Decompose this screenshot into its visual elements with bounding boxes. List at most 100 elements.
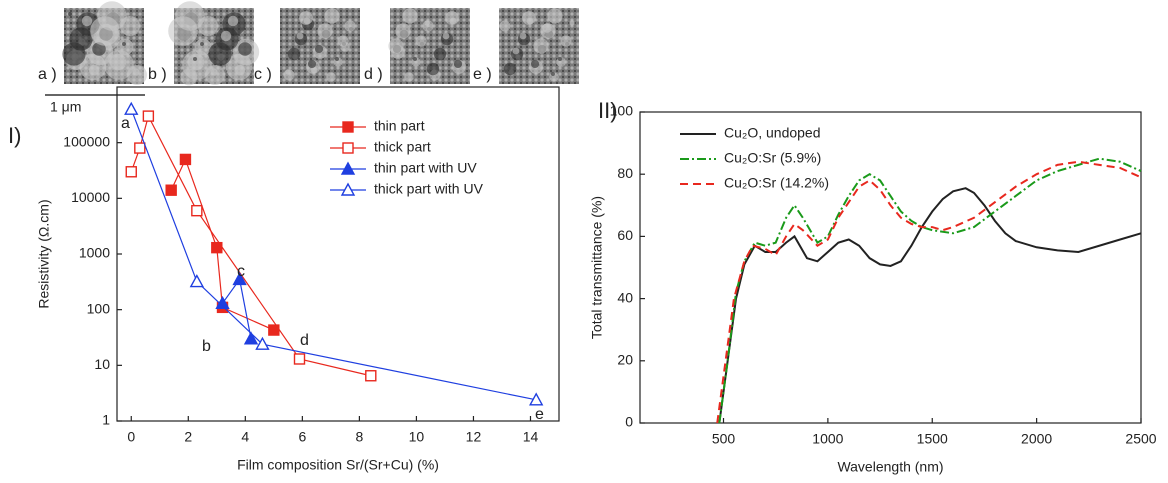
image-label: e )	[473, 66, 492, 83]
series-line	[719, 188, 1141, 423]
x-tick-label: 2500	[1125, 431, 1156, 447]
series-line	[131, 109, 536, 400]
y-tick-label: 60	[617, 227, 633, 243]
sem-texture	[120, 16, 140, 36]
x-tick-label: 10	[409, 429, 425, 445]
sem-texture	[338, 36, 349, 47]
sem-texture	[424, 20, 429, 25]
point-annotation: a	[121, 115, 130, 132]
y-tick-label: 10000	[71, 189, 110, 205]
sem-texture	[569, 20, 574, 25]
data-point	[135, 143, 145, 153]
sem-texture	[90, 16, 120, 46]
legend-label: Cu₂O, undoped	[724, 125, 821, 141]
legend-label: thick part	[374, 139, 431, 155]
data-point	[366, 371, 376, 381]
point-annotation: b	[202, 338, 211, 355]
legend-marker	[343, 143, 353, 153]
point-annotation: c	[237, 263, 245, 280]
sem-texture	[395, 23, 410, 38]
sem-texture	[168, 16, 198, 46]
y-tick-label: 10	[94, 356, 110, 372]
y-tick-label: 1	[102, 412, 110, 428]
data-point	[166, 185, 176, 195]
sem-texture	[434, 48, 446, 60]
sem-texture	[533, 38, 548, 53]
x-tick-label: 0	[127, 429, 135, 445]
image-label: d )	[364, 66, 383, 83]
sem-texture	[221, 31, 231, 41]
data-point	[143, 111, 153, 121]
sem-texture	[68, 12, 72, 16]
sem-texture	[345, 21, 356, 32]
x-axis-label: Film composition Sr/(Sr+Cu) (%)	[237, 457, 439, 473]
sem-texture	[317, 23, 332, 38]
image-label: a )	[38, 66, 57, 83]
sem-texture	[326, 72, 336, 82]
x-tick-label: 12	[466, 429, 482, 445]
sem-texture	[500, 21, 511, 32]
sem-texture	[132, 68, 139, 75]
y-tick-label: 1000	[79, 245, 110, 261]
data-point	[191, 276, 203, 287]
y-tick-label: 80	[617, 165, 633, 181]
legend-label: thin part	[374, 118, 425, 134]
sem-texture	[402, 8, 417, 23]
sem-texture	[285, 69, 290, 74]
sem-texture	[561, 36, 572, 47]
sem-texture	[558, 57, 562, 61]
sem-texture	[427, 63, 439, 75]
sem-texture	[122, 42, 126, 46]
legend-label: Cu₂O:Sr (14.2%)	[724, 175, 829, 191]
sem-texture	[308, 60, 316, 68]
plot-frame	[117, 87, 559, 421]
sem-texture	[315, 45, 323, 53]
sem-texture	[542, 23, 552, 33]
legend-marker	[343, 122, 353, 132]
point-annotation: e	[535, 406, 544, 423]
sem-texture	[193, 57, 197, 61]
sem-texture	[110, 54, 127, 71]
sem-texture	[522, 11, 536, 25]
x-tick-label: 6	[298, 429, 306, 445]
image-label: c )	[254, 66, 272, 83]
sem-texture	[200, 42, 204, 46]
panel-label: I)	[8, 123, 21, 148]
sem-texture	[413, 57, 417, 61]
x-tick-label: 2	[184, 429, 192, 445]
sem-texture	[228, 16, 238, 26]
data-point	[295, 354, 305, 364]
sem-texture	[404, 72, 414, 82]
x-tick-label: 14	[523, 429, 539, 445]
sem-texture	[531, 60, 539, 68]
sem-texture	[454, 60, 462, 68]
sem-texture	[238, 42, 252, 56]
sem-texture	[520, 33, 527, 40]
sem-texture	[513, 48, 520, 55]
x-tick-label: 8	[355, 429, 363, 445]
legend-label: thin part with UV	[374, 160, 477, 176]
x-tick-label: 1500	[917, 431, 948, 447]
y-tick-label: 20	[617, 352, 633, 368]
sem-texture	[388, 38, 403, 53]
sem-texture	[82, 16, 92, 26]
data-point	[180, 154, 190, 164]
sem-texture	[324, 8, 339, 23]
sem-texture	[551, 72, 555, 76]
sem-texture	[62, 42, 85, 65]
series-line	[719, 159, 1141, 423]
sem-texture	[288, 48, 300, 60]
x-tick-label: 2000	[1021, 431, 1052, 447]
x-tick-label: 1000	[812, 431, 843, 447]
legend-label: Cu₂O:Sr (5.9%)	[724, 150, 821, 166]
y-tick-label: 100000	[63, 133, 110, 149]
figure: 1 μm a )b )c )d )e )I)Film composition S…	[0, 0, 1168, 483]
sem-texture	[443, 33, 450, 40]
sem-texture	[445, 11, 459, 25]
sem-texture	[181, 69, 198, 86]
sem-texture	[198, 16, 218, 36]
sem-texture	[547, 8, 562, 23]
y-tick-label: 100	[610, 103, 634, 119]
sem-texture	[188, 54, 205, 71]
x-axis-label: Wavelength (nm)	[837, 459, 943, 475]
